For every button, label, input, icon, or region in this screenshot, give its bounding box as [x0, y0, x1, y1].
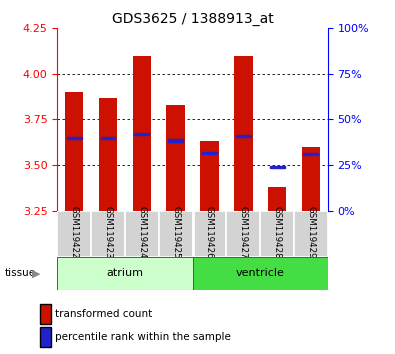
Bar — [236, 135, 251, 137]
Text: GSM119422: GSM119422 — [70, 206, 79, 259]
Bar — [57, 211, 91, 257]
Bar — [133, 56, 151, 211]
Bar — [57, 257, 193, 290]
Text: GSM119425: GSM119425 — [171, 206, 180, 259]
Bar — [294, 211, 328, 257]
Bar — [65, 92, 83, 211]
Text: ▶: ▶ — [32, 268, 41, 278]
Text: percentile rank within the sample: percentile rank within the sample — [55, 332, 230, 342]
Text: GSM119428: GSM119428 — [273, 206, 282, 259]
Text: GSM119424: GSM119424 — [137, 206, 146, 259]
Bar — [303, 153, 318, 155]
Bar — [302, 147, 320, 211]
Text: tissue: tissue — [5, 268, 36, 278]
Text: GSM119426: GSM119426 — [205, 206, 214, 259]
Text: atrium: atrium — [106, 268, 143, 279]
Bar — [134, 133, 149, 135]
Text: GSM119429: GSM119429 — [307, 206, 316, 259]
Bar — [200, 141, 219, 211]
Bar — [91, 211, 125, 257]
Bar — [260, 211, 294, 257]
Text: transformed count: transformed count — [55, 309, 152, 319]
Bar — [101, 137, 115, 139]
Bar — [202, 152, 217, 154]
Bar — [193, 211, 226, 257]
Bar — [226, 211, 260, 257]
Bar — [67, 137, 82, 139]
Bar — [159, 211, 193, 257]
Bar — [168, 139, 183, 142]
Bar — [166, 105, 185, 211]
Text: GSM119423: GSM119423 — [103, 206, 113, 259]
Bar — [125, 211, 159, 257]
Title: GDS3625 / 1388913_at: GDS3625 / 1388913_at — [112, 12, 273, 26]
Text: ventricle: ventricle — [236, 268, 285, 279]
Bar — [268, 187, 286, 211]
Bar — [270, 166, 284, 168]
Bar — [234, 56, 252, 211]
Text: GSM119427: GSM119427 — [239, 206, 248, 259]
Bar — [99, 98, 117, 211]
Bar — [193, 257, 328, 290]
